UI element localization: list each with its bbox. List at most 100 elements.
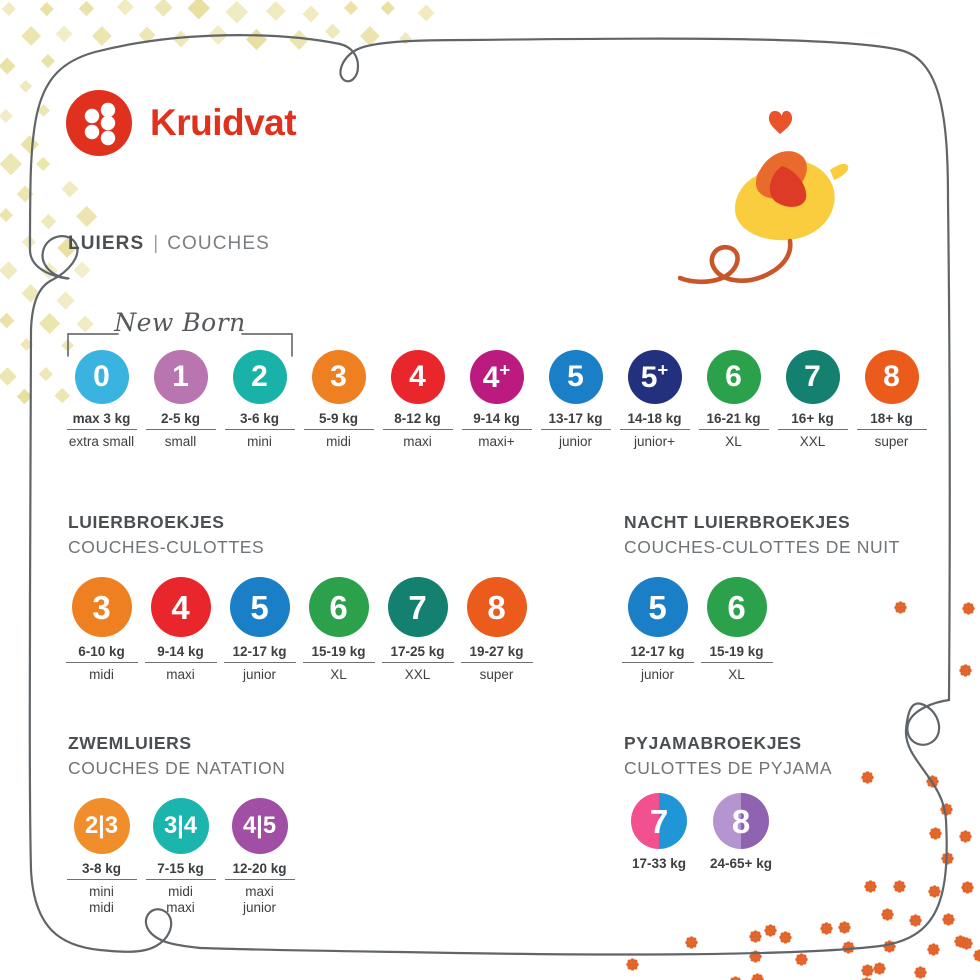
size-number: 6 [329,588,348,626]
weight-range: max 3 kg [72,411,131,426]
divider [698,429,769,430]
bird-with-heart-illustration [677,104,878,294]
brand-logo: Kruidvat [66,90,297,156]
size-name-label: XL [330,667,347,682]
group-title-fr: CULOTTES DE PYJAMA [624,758,833,778]
weight-range: 2-5 kg [160,411,201,426]
size-bubble: 5 [627,577,688,637]
size-number: 5 [648,588,667,626]
size-bubble: 4+ [469,350,524,404]
divider [461,429,532,430]
divider [145,429,216,430]
size-cell: 3|4 7-15 kg midi maxi [141,798,220,917]
size-cell: 6 16-21 kg XL [694,350,773,450]
size-cell: 5 12-17 kg junior [220,577,299,683]
group-heading-nacht-luierbroekjes: NACHT LUIERBROEKJES COUCHES-CULOTTES DE … [624,512,900,558]
size-plus-marker: + [499,359,511,380]
page-title-nl: LUIERS [68,233,145,254]
title-separator: | [153,233,159,254]
size-number: 8 [883,360,900,393]
group-title-fr: COUCHES-CULOTTES DE NUIT [624,537,900,557]
size-name-label: XXL [799,434,826,449]
divider [382,429,453,430]
size-bubble: 7 [785,350,840,404]
weight-range: 16+ kg [791,411,834,426]
size-number: 5 [250,588,269,626]
divider [223,662,296,663]
divider [65,662,138,663]
size-row-luierbroekjes: 3 6-10 kg midi 4 9-14 kg maxi 5 12-17 kg junior 6… [62,577,536,683]
size-cell: 7 16+ kg XXL [773,350,852,450]
group-title-nl: PYJAMABROEKJES [624,733,802,753]
size-bubble: 2 [232,350,287,404]
size-cell: 4 9-14 kg maxi [141,577,220,683]
size-name-label: super [874,434,909,449]
size-number: 4 [409,360,426,393]
weight-range: 19-27 kg [469,644,524,659]
size-name-label: midi maxi [166,884,195,916]
size-bubble: 5 [548,350,603,404]
weight-range: 9-14 kg [157,644,204,659]
size-plus-marker: + [657,359,669,380]
divider [66,429,137,430]
divider [540,429,611,430]
size-name-label: maxi [166,667,195,682]
size-number: 3|4 [163,812,198,840]
group-title-fr: COUCHES DE NATATION [68,758,286,778]
size-cell: 5+ 14-18 kg junior+ [615,350,694,450]
size-bubble: 7 [387,577,448,637]
size-cell: 1 2-5 kg small [141,350,220,450]
weight-range: 3-6 kg [239,411,280,426]
size-name-label: XL [728,667,745,682]
size-cell: 2 3-6 kg mini [220,350,299,450]
divider [619,429,690,430]
brand-name: Kruidvat [150,102,297,143]
size-cell: 4+ 9-14 kg maxi+ [457,350,536,450]
heart-icon [768,110,793,134]
size-name-label: midi [89,667,114,682]
size-name-label: mini [247,434,272,449]
size-number: 2|3 [84,812,119,840]
group-title-nl: LUIERBROEKJES [68,512,225,532]
weight-range: 14-18 kg [627,411,682,426]
divider [224,429,295,430]
size-number: 5+ [640,359,669,394]
size-number: 5 [567,360,584,393]
size-number: 7 [408,588,427,626]
size-bubble: 8 [466,577,527,637]
divider [621,662,694,663]
size-bubble: 4|5 [231,798,288,854]
size-cell: 4 8-12 kg maxi [378,350,457,450]
weight-range: 17-33 kg [631,856,687,871]
size-bubble: 8 [713,793,769,849]
newborn-label: New Born [114,308,246,337]
group-title-nl: ZWEMLUIERS [68,733,192,753]
weight-range: 12-20 kg [232,861,287,876]
size-row-luiers: 0 max 3 kg extra small 1 2-5 kg small 2 3-6 kg m… [62,350,931,450]
divider [144,662,217,663]
divider [224,879,295,880]
weight-range: 12-17 kg [630,644,685,659]
size-row-pyjamabroekjes: 7 17-33 kg 8 24-65+ kg [618,793,782,871]
divider [700,662,773,663]
size-bubble: 0 [74,350,129,404]
size-cell: 0 max 3 kg extra small [62,350,141,450]
size-bubble: 1 [153,350,208,404]
size-row-nacht-luierbroekjes: 5 12-17 kg junior 6 15-19 kg XL [618,577,776,683]
page-title: LUIERS | COUCHES [68,233,270,255]
size-number: 0 [93,360,110,393]
divider [66,879,137,880]
size-cell: 8 18+ kg super [852,350,931,450]
size-cell: 6 15-19 kg XL [299,577,378,683]
size-bubble: 3|4 [152,798,209,854]
size-bubble: 6 [706,577,767,637]
weight-range: 16-21 kg [706,411,761,426]
size-bubble: 6 [308,577,369,637]
size-number: 6 [727,588,746,626]
size-number: 3 [92,588,111,626]
size-name-label: XL [725,434,742,449]
weight-range: 17-25 kg [390,644,445,659]
divider [777,429,848,430]
size-cell: 5 13-17 kg junior [536,350,615,450]
